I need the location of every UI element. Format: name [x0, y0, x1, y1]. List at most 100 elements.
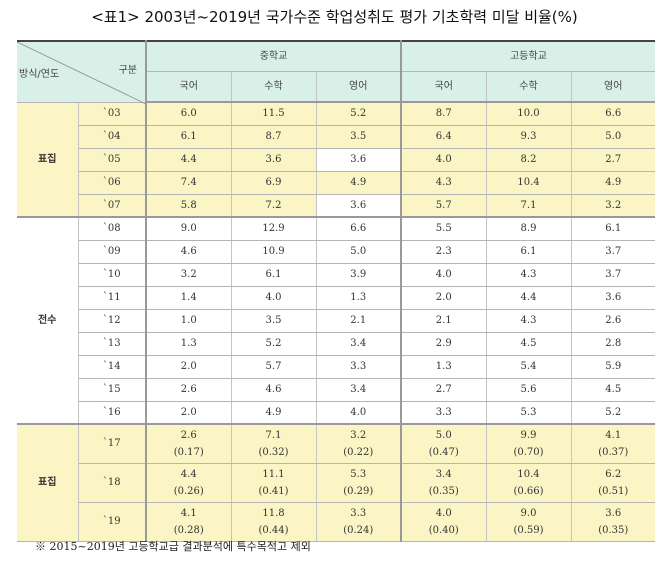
value-cell: 2.0 [146, 401, 232, 425]
rate-value: 3.7 [605, 246, 622, 257]
value-cell: 4.1 (0.28) [146, 502, 232, 542]
rate-value: 6.2 [605, 468, 622, 480]
rate-value: 7.4 [180, 177, 197, 188]
value-cell: 4.0 [401, 263, 487, 287]
table-row: `16 2.0 4.9 4.0 3.3 5.3 5.2 [17, 401, 655, 425]
table-title: <표1> 2003년~2019년 국가수준 학업성취도 평가 기초학력 미달 비… [91, 8, 578, 26]
value-cell: 3.6 [571, 286, 655, 310]
value-cell: 5.4 [486, 355, 572, 379]
subject-header: 수학 [486, 71, 572, 103]
value-cell: 2.7 [571, 148, 655, 172]
table-row: `10 3.2 6.1 3.9 4.0 4.3 3.7 [17, 263, 655, 287]
rate-value: 11.5 [262, 108, 285, 120]
rate-value: 4.0 [265, 292, 282, 303]
rate-value: 3.4 [350, 384, 367, 395]
rate-value: 3.4 [435, 468, 452, 480]
year-cell: `10 [78, 263, 147, 287]
value-cell: 3.6 [231, 148, 317, 172]
rate-value: 9.9 [520, 429, 537, 441]
value-cell: 5.3 [486, 401, 572, 425]
subject-header: 영어 [316, 71, 402, 103]
value-cell: 10.9 [231, 240, 317, 264]
standard-error-value: (0.47) [428, 446, 459, 458]
year-cell: `19 [78, 502, 147, 542]
rate-value: 10.4 [517, 177, 540, 188]
value-cell: 1.0 [146, 309, 232, 333]
rate-value: 5.0 [435, 429, 452, 441]
value-cell: 5.0 (0.47) [401, 424, 487, 464]
rate-value: 4.3 [435, 177, 452, 188]
table-row: `04 6.1 8.7 3.5 6.4 9.3 5.0 [17, 125, 655, 149]
method-cell: 전수 [17, 217, 79, 425]
standard-error-value: (0.40) [428, 524, 459, 536]
value-cell: 7.1 [486, 194, 572, 218]
rate-value: 5.5 [435, 223, 452, 235]
value-cell: 1.3 [401, 355, 487, 379]
rate-value: 7.1 [265, 429, 282, 441]
table-row: `19 4.1 (0.28) 11.8 (0.44) 3.3 (0.24) 4.0 (0.40)… [17, 502, 655, 542]
achievement-table: 구분 방식/연도 중학교 고등학교 국어 수학 영어 국어 수학 영어 표집 `0… [17, 40, 655, 542]
year-cell: `09 [78, 240, 147, 264]
value-cell: 2.6 [146, 378, 232, 402]
value-cell: 4.0 [401, 148, 487, 172]
year-cell: `14 [78, 355, 147, 379]
value-cell: 6.6 [316, 217, 402, 241]
rate-value: 9.3 [520, 131, 537, 142]
value-cell: 4.9 [316, 171, 402, 195]
rate-value: 5.7 [265, 361, 282, 372]
value-cell: 6.6 [571, 102, 655, 126]
value-cell: 3.2 (0.22) [316, 424, 402, 464]
middle-school-header: 중학교 [146, 40, 402, 72]
rate-value: 1.3 [180, 338, 197, 349]
value-cell: 3.5 [231, 309, 317, 333]
year-cell: `15 [78, 378, 147, 402]
value-cell: 6.2 (0.51) [571, 463, 655, 503]
standard-error-value: (0.70) [513, 446, 544, 458]
value-cell: 9.9 (0.70) [486, 424, 572, 464]
value-cell: 4.1 (0.37) [571, 424, 655, 464]
rate-value: 4.1 [605, 429, 622, 441]
value-cell: 1.3 [316, 286, 402, 310]
value-cell: 3.3 [401, 401, 487, 425]
value-cell: 4.6 [231, 378, 317, 402]
subject-header: 국어 [146, 71, 232, 103]
method-cell: 표집 [17, 424, 79, 542]
value-cell: 3.6 [316, 194, 402, 218]
value-cell: 2.1 [316, 309, 402, 333]
rate-value: 3.6 [605, 507, 622, 519]
table-row: `15 2.6 4.6 3.4 2.7 5.6 4.5 [17, 378, 655, 402]
rate-value: 6.6 [605, 108, 622, 120]
year-cell: `05 [78, 148, 147, 172]
rate-value: 3.9 [350, 269, 367, 280]
table-row: `14 2.0 5.7 3.3 1.3 5.4 5.9 [17, 355, 655, 379]
table-row: 표집 `17 2.6 (0.17) 7.1 (0.32) 3.2 (0.22) 5.0 (0.47… [17, 424, 655, 542]
rate-value: 4.0 [435, 507, 452, 519]
rate-value: 3.3 [435, 406, 452, 418]
value-cell: 8.7 [231, 125, 317, 149]
rate-value: 2.9 [435, 338, 452, 349]
rate-value: 4.0 [435, 269, 452, 280]
value-cell: 3.4 [316, 378, 402, 402]
corner-label-method-year: 방식/연도 [19, 69, 60, 80]
value-cell: 5.7 [231, 355, 317, 379]
value-cell: 10.4 (0.66) [486, 463, 572, 503]
value-cell: 4.0 [316, 401, 402, 425]
value-cell: 2.1 [401, 309, 487, 333]
rate-value: 6.9 [265, 177, 282, 188]
value-cell: 9.3 [486, 125, 572, 149]
rate-value: 4.5 [520, 338, 537, 349]
value-cell: 5.2 [571, 401, 655, 425]
value-cell: 4.9 [231, 401, 317, 425]
rate-value: 5.2 [265, 338, 282, 349]
value-cell: 1.4 [146, 286, 232, 310]
value-cell: 11.5 [231, 102, 317, 126]
value-cell: 4.0 [231, 286, 317, 310]
rate-value: 4.9 [350, 177, 367, 188]
rate-value: 5.0 [350, 246, 367, 257]
value-cell: 2.7 [401, 378, 487, 402]
value-cell: 5.8 [146, 194, 232, 218]
value-cell: 5.0 [316, 240, 402, 264]
rate-value: 9.0 [520, 507, 537, 519]
rate-value: 6.1 [180, 131, 197, 142]
rate-value: 2.0 [435, 292, 452, 303]
